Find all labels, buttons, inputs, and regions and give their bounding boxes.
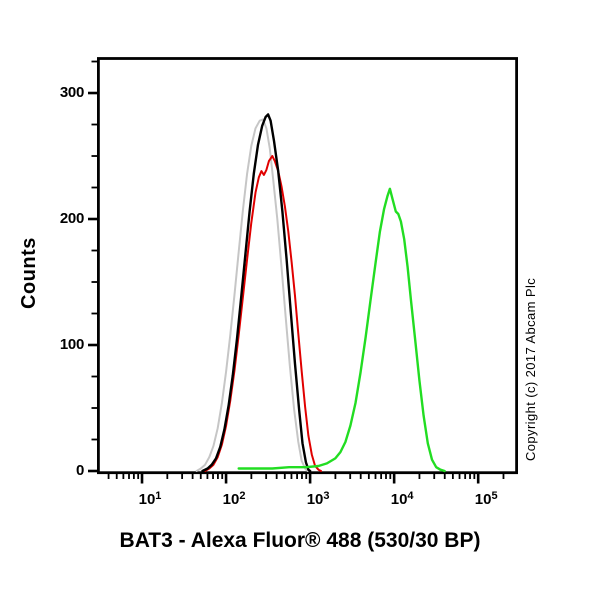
plot-border xyxy=(97,57,519,475)
y-tick-label: 200 xyxy=(59,210,84,227)
x-tick-label: 103 xyxy=(306,490,330,508)
curve-black-control xyxy=(201,113,312,473)
x-tick-label: 104 xyxy=(390,490,414,508)
y-axis-title: Counts xyxy=(18,237,40,309)
y-tick-label: 300 xyxy=(59,84,84,102)
y-tick-label: 0 xyxy=(75,462,84,479)
curve-red-control xyxy=(204,155,322,472)
copyright-text: Copyright (c) 2017 Abcam Plc xyxy=(523,277,538,461)
curve-green-bat3-alexa488 xyxy=(237,187,446,473)
x-axis-title: BAT3 - Alexa Fluor® 488 (530/30 BP) xyxy=(119,529,481,552)
x-tick-label: 105 xyxy=(474,490,498,508)
x-tick-label: 102 xyxy=(222,490,246,508)
y-tick-label: 100 xyxy=(59,336,84,353)
x-tick-label: 101 xyxy=(138,490,162,508)
curve-grey-control xyxy=(195,118,309,472)
